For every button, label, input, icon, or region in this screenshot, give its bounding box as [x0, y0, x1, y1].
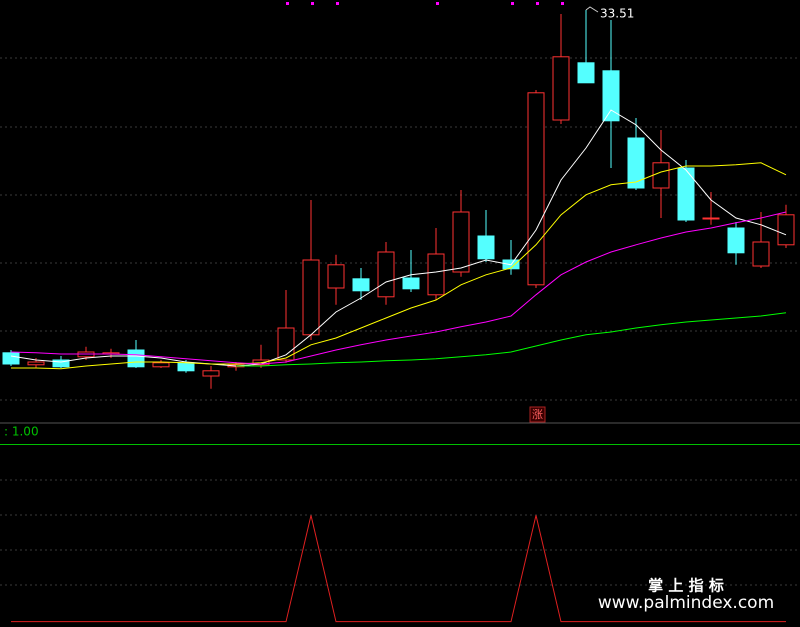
high-pointer — [585, 6, 599, 13]
candle-body — [127, 349, 145, 368]
high-label: 33.51 — [600, 7, 634, 21]
marker-dot — [436, 2, 439, 5]
signal-label: 涨 — [532, 408, 543, 421]
candle-body — [677, 167, 695, 221]
marker-dot — [336, 2, 339, 5]
reference-label: : 1.00 — [4, 425, 39, 439]
candle-body — [477, 235, 495, 260]
marker-dot — [561, 2, 564, 5]
candle-body — [627, 137, 645, 189]
marker-dot — [511, 2, 514, 5]
candle-body — [302, 259, 320, 336]
marker-dot — [286, 2, 289, 5]
series-line — [11, 515, 786, 623]
candle-body — [752, 241, 770, 267]
candle-body — [152, 362, 170, 368]
candle-body — [402, 277, 420, 290]
grid — [0, 57, 800, 586]
series-line — [236, 312, 787, 367]
candle-body — [577, 62, 595, 84]
watermark-url: www.palmindex.com — [598, 593, 774, 613]
candle-body — [327, 264, 345, 289]
candle-body — [527, 92, 545, 286]
candle-body — [727, 227, 745, 254]
candle-body — [452, 211, 470, 273]
watermark-title: 掌 上 指 标 — [648, 577, 724, 595]
candle-body — [777, 214, 795, 246]
candle-body — [177, 362, 195, 372]
signal-box — [529, 406, 546, 423]
marker-dot — [311, 2, 314, 5]
candle-body — [552, 56, 570, 121]
series-line — [10, 109, 787, 367]
marker-dot — [536, 2, 539, 5]
candle-body — [602, 70, 620, 122]
candle-body — [352, 278, 370, 292]
series-line — [11, 162, 787, 370]
candle-body — [652, 162, 670, 189]
candle-body — [702, 217, 720, 220]
candle-body — [27, 361, 45, 366]
candle-body — [202, 370, 220, 377]
candle-body — [52, 359, 70, 368]
candle-body — [427, 253, 445, 296]
top-markers — [286, 2, 564, 5]
candle-body — [377, 251, 395, 298]
series-line — [10, 211, 787, 365]
candle-body — [2, 352, 20, 365]
